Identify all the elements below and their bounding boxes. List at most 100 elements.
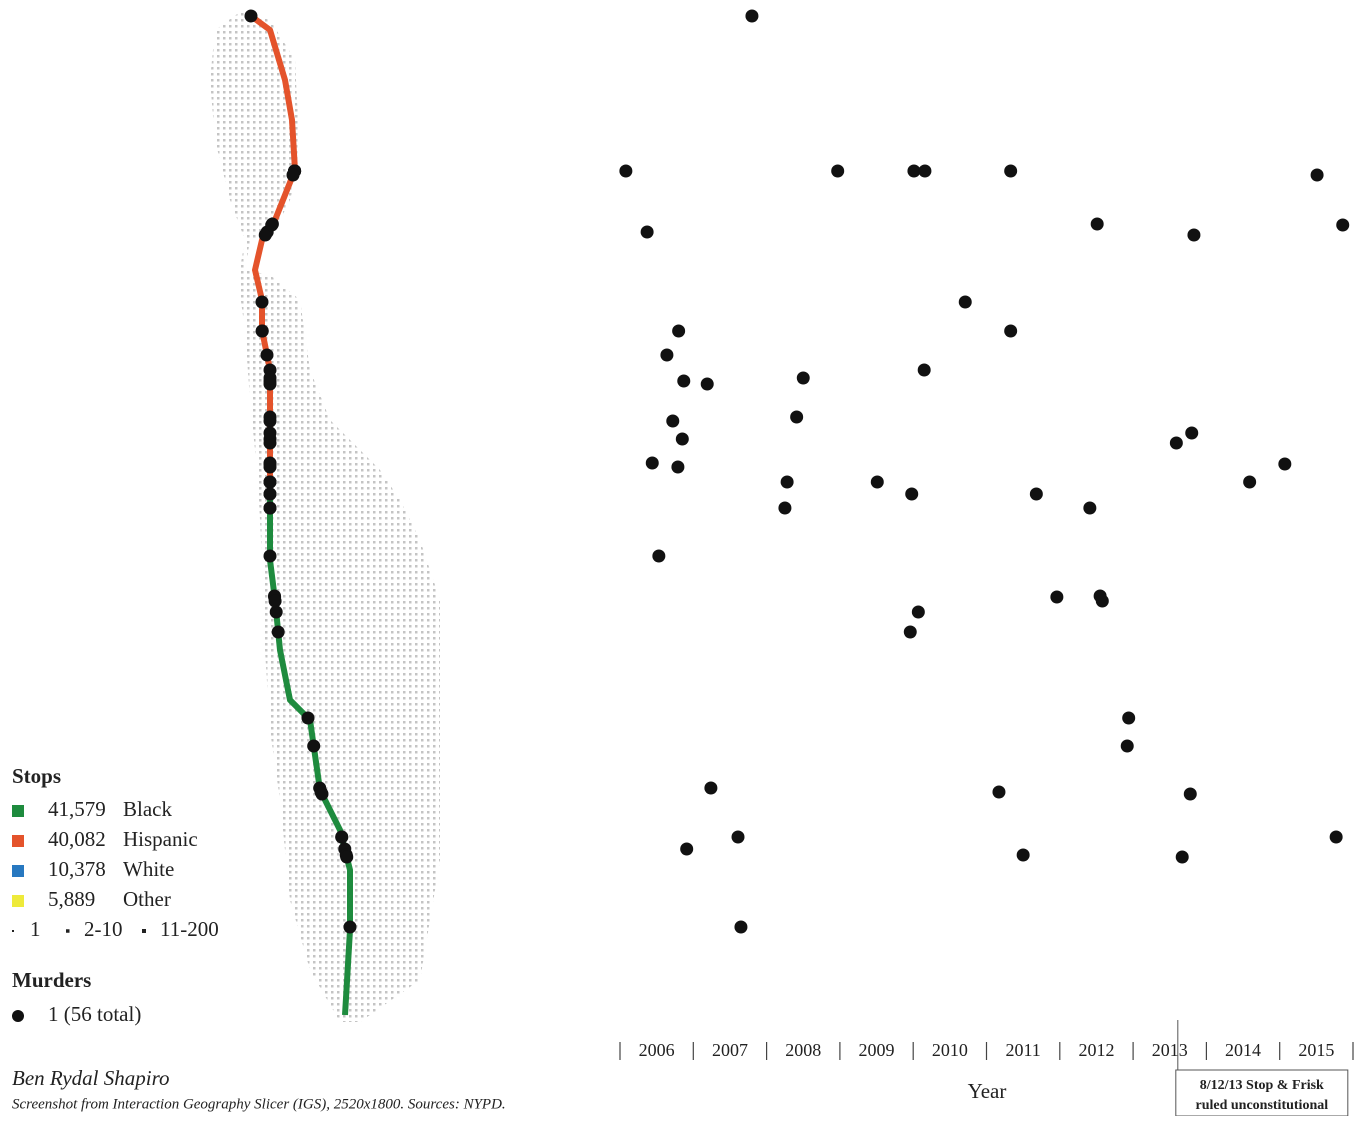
murder-point	[1175, 850, 1189, 864]
murder-point	[958, 295, 972, 309]
size-label: 2-10	[84, 917, 123, 941]
murder-point	[1336, 218, 1350, 232]
murder-point	[619, 164, 633, 178]
murder-point	[1016, 848, 1030, 862]
murder-point	[992, 785, 1006, 799]
murder-point	[911, 605, 925, 619]
x-tick-label: 2010	[932, 1040, 968, 1060]
x-tick-label: 2009	[859, 1040, 895, 1060]
murder-point	[905, 487, 919, 501]
x-axis-label: Year	[968, 1079, 1007, 1103]
x-tick-label: 2015	[1298, 1040, 1334, 1060]
murder-point	[1185, 426, 1199, 440]
author: Ben Rydal Shapiro	[12, 1066, 169, 1090]
x-tick-label: 2011	[1005, 1040, 1040, 1060]
manhattan-map	[210, 12, 440, 1022]
murder-point	[831, 164, 845, 178]
murder-point	[680, 842, 694, 856]
legend-swatch	[12, 865, 24, 877]
murder-point	[1183, 787, 1197, 801]
murder-point	[1187, 228, 1201, 242]
legend-swatch	[12, 895, 24, 907]
legend-title: Stops	[12, 764, 61, 788]
murder-point	[1095, 594, 1109, 608]
murder-point	[1310, 168, 1324, 182]
map-murder-point	[286, 168, 300, 182]
murder-point	[660, 348, 674, 362]
murder-point	[731, 830, 745, 844]
legend-count: 41,579	[48, 797, 106, 821]
murder-point	[870, 475, 884, 489]
size-swatch	[12, 930, 14, 932]
map-murder-point	[269, 605, 283, 619]
map-murder-point	[255, 295, 269, 309]
murder-point	[1329, 830, 1343, 844]
legend-count: 40,082	[48, 827, 106, 851]
map-murder-point	[263, 475, 277, 489]
legend-swatch	[12, 805, 24, 817]
murder-point	[700, 377, 714, 391]
murder-point	[1169, 436, 1183, 450]
murder-point	[704, 781, 718, 795]
murder-point	[918, 164, 932, 178]
map-murder-point	[268, 594, 282, 608]
map-murder-point	[307, 739, 321, 753]
murder-point	[1083, 501, 1097, 515]
legend-murder	[12, 1010, 24, 1022]
map-murder-point	[244, 9, 258, 23]
murder-point	[671, 460, 685, 474]
murder-point	[903, 625, 917, 639]
map-murder-point	[260, 348, 274, 362]
murder-point	[1122, 711, 1136, 725]
x-tick-label: 2006	[639, 1040, 675, 1060]
murder-point	[1090, 217, 1104, 231]
murder-point	[672, 324, 686, 338]
murder-point	[645, 456, 659, 470]
x-tick-label: 2008	[785, 1040, 821, 1060]
legend-label: Black	[123, 797, 172, 821]
legend-count: 5,889	[48, 887, 95, 911]
murder-point	[677, 374, 691, 388]
x-tick-label: 2007	[712, 1040, 748, 1060]
map-murder-point	[263, 371, 277, 385]
caption: Screenshot from Interaction Geography Sl…	[12, 1096, 506, 1112]
map-murder-point	[301, 711, 315, 725]
annotation-text: ruled unconstitutional	[1195, 1098, 1328, 1113]
murder-point	[652, 549, 666, 563]
map-murder-point	[265, 218, 279, 232]
map-murder-point	[335, 830, 349, 844]
murder-point	[778, 501, 792, 515]
x-tick-label: 2013	[1152, 1040, 1188, 1060]
x-tick-label: 2014	[1225, 1040, 1261, 1060]
murder-point	[1050, 590, 1064, 604]
x-tick-label: 2012	[1078, 1040, 1114, 1060]
murder-point	[796, 371, 810, 385]
legend-label: White	[123, 857, 174, 881]
size-swatch	[66, 929, 70, 933]
legend-label: 1 (56 total)	[48, 1002, 141, 1026]
map-murder-point	[263, 410, 277, 424]
map-murder-point	[263, 457, 277, 471]
map-murder-point	[340, 850, 354, 864]
legend-count: 10,378	[48, 857, 106, 881]
murder-point	[734, 920, 748, 934]
murder-point	[790, 410, 804, 424]
murder-point	[1029, 487, 1043, 501]
murder-point	[1120, 739, 1134, 753]
murder-point	[917, 363, 931, 377]
annotation-box	[1175, 1069, 1349, 1117]
murder-point	[1243, 475, 1257, 489]
map-murder-point	[271, 625, 285, 639]
map-murder-point	[263, 549, 277, 563]
annotation-text: 8/12/13 Stop & Frisk	[1200, 1078, 1324, 1093]
murder-point	[780, 475, 794, 489]
murder-point	[640, 225, 654, 239]
murder-point	[907, 164, 921, 178]
murder-point	[666, 414, 680, 428]
map-murder-point	[263, 501, 277, 515]
legend-swatch	[12, 835, 24, 847]
map-murder-point	[315, 787, 329, 801]
murder-point	[745, 9, 759, 23]
